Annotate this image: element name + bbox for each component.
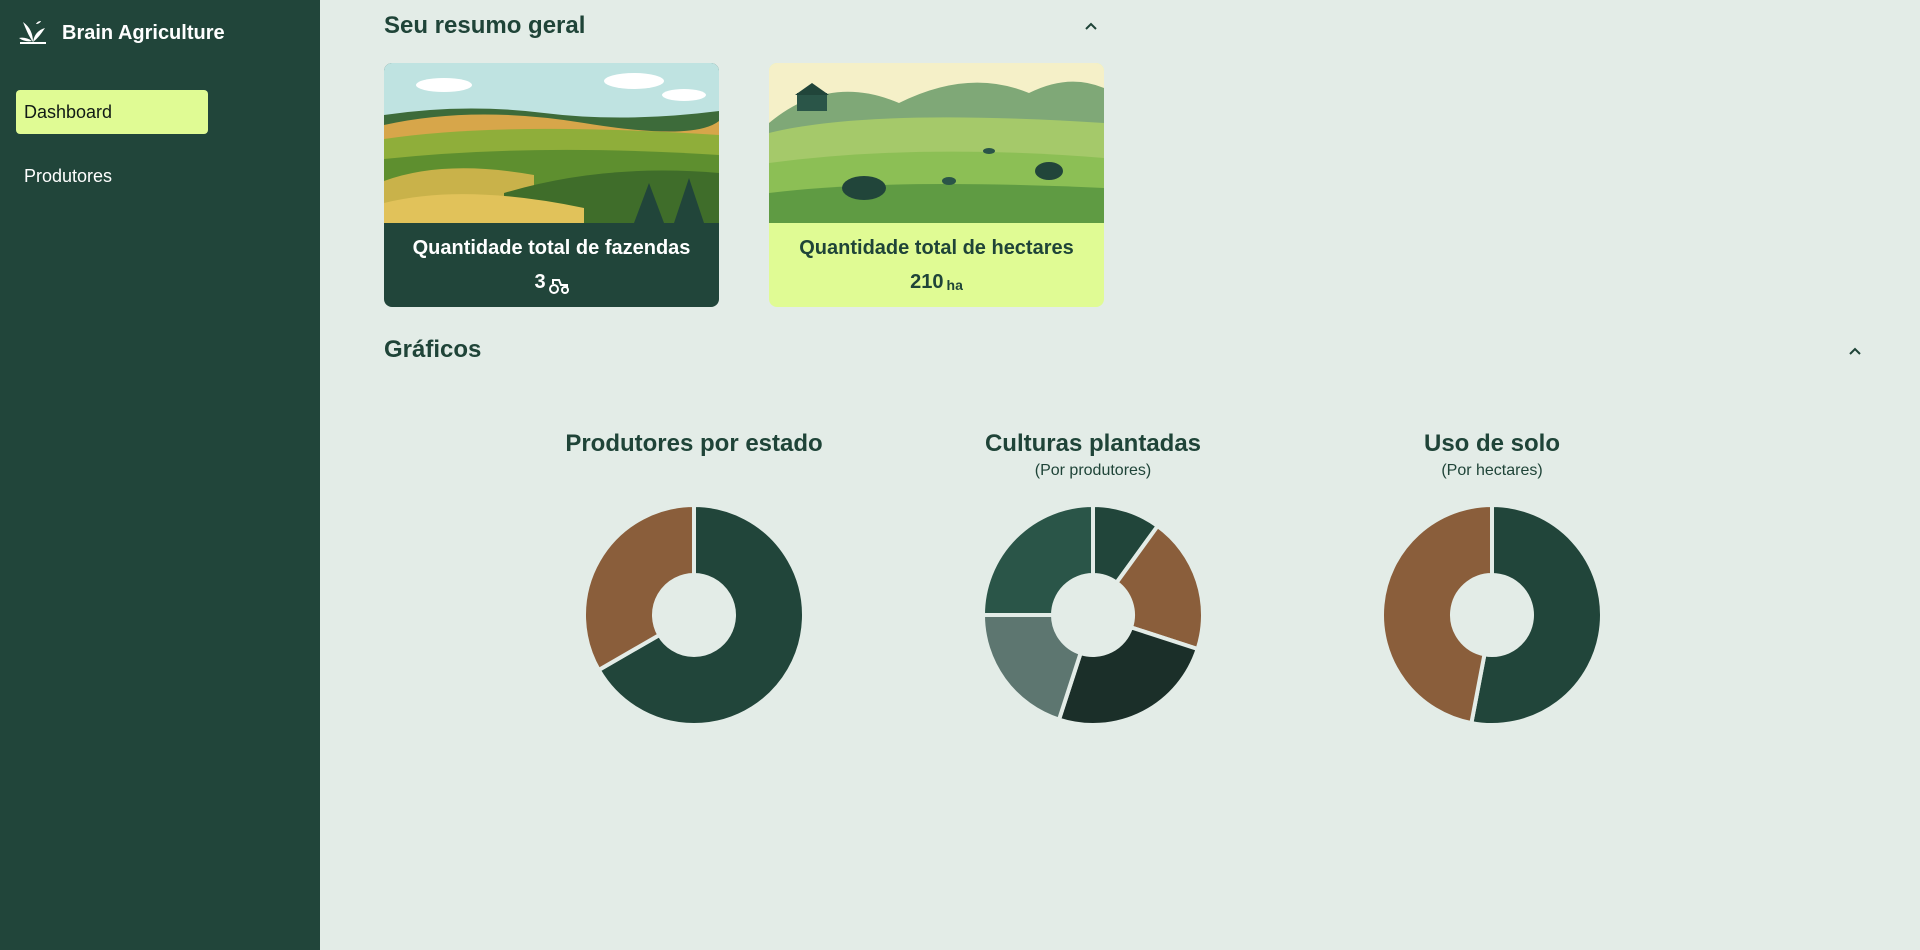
card-info: Quantidade total de hectares 210 ha [769, 223, 1104, 307]
app-name: Brain Agriculture [62, 21, 225, 44]
sidebar: Brain Agriculture Dashboard Produtores [0, 0, 320, 950]
chevron-up-icon [1085, 22, 1097, 30]
donut-chart [1382, 505, 1602, 725]
card-title: Quantidade total de fazendas [412, 237, 691, 259]
chart-produtores-por-estado: Produtores por estado [564, 425, 824, 745]
leaf-logo-icon [19, 21, 46, 44]
hectares-total-card: Quantidade total de hectares 210 ha [769, 63, 1104, 307]
sidebar-item-dashboard[interactable]: Dashboard [16, 90, 208, 134]
chevron-up-icon [1849, 347, 1861, 355]
donut-chart [584, 505, 804, 725]
farms-count: 3 [534, 271, 546, 293]
charts-section-title: Gráficos [384, 336, 482, 363]
sidebar-item-produtores[interactable]: Produtores [16, 154, 208, 198]
card-value: 210 ha [769, 271, 1104, 294]
fields-illustration [384, 63, 719, 223]
tractor-icon [548, 279, 569, 294]
farms-total-card: Quantidade total de fazendas 3 [384, 63, 719, 307]
collapse-summary-button[interactable] [1079, 14, 1103, 38]
donut-chart [983, 505, 1203, 725]
collapse-charts-button[interactable] [1843, 339, 1867, 363]
pie-slice[interactable] [1114, 524, 1203, 651]
chart-title: Culturas plantadas [984, 430, 1202, 457]
brand[interactable]: Brain Agriculture [18, 20, 225, 46]
pie-slice[interactable] [983, 505, 1095, 617]
hectares-unit: ha [946, 277, 963, 293]
chart-subtitle: (Por produtores) [1034, 462, 1152, 479]
sidebar-item-label: Produtores [24, 165, 113, 186]
pie-slice[interactable] [983, 613, 1083, 722]
main-content: Seu resumo geral Quantidade total de faz… [320, 0, 1920, 950]
hectares-count: 210 [910, 271, 944, 293]
chart-subtitle: (Por hectares) [1441, 462, 1543, 479]
chart-title: Produtores por estado [565, 430, 823, 457]
sidebar-item-label: Dashboard [24, 101, 113, 122]
chart-title: Uso de solo [1423, 430, 1561, 457]
pie-slice[interactable] [1469, 505, 1602, 725]
pie-slice[interactable] [1382, 505, 1494, 725]
pie-slice[interactable] [584, 505, 696, 672]
card-info: Quantidade total de fazendas 3 [384, 223, 719, 307]
chart-uso-de-solo: Uso de solo (Por hectares) [1362, 425, 1622, 745]
card-value: 3 [384, 271, 719, 294]
pie-slice[interactable] [596, 505, 804, 725]
summary-section-title: Seu resumo geral [384, 12, 586, 39]
chart-culturas-plantadas: Culturas plantadas (Por produtores) [963, 425, 1223, 745]
pasture-illustration [769, 63, 1104, 223]
pie-slice[interactable] [1057, 625, 1200, 725]
card-title: Quantidade total de hectares [799, 237, 1074, 259]
